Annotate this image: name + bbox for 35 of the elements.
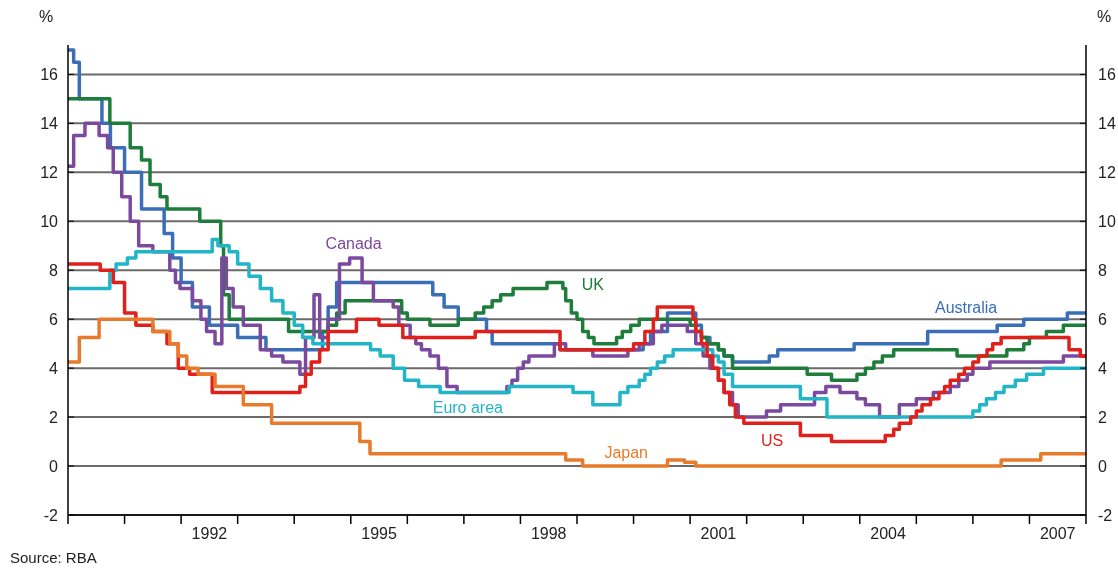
y2-tick-label: 12 bbox=[1098, 163, 1116, 181]
series-label: Japan bbox=[604, 443, 648, 461]
y2-tick-label: 2 bbox=[1098, 408, 1107, 426]
y2-tick-label: 6 bbox=[1098, 310, 1107, 328]
y2-tick-label: 14 bbox=[1098, 114, 1116, 132]
y2-tick-label: 16 bbox=[1098, 65, 1116, 83]
y-tick-label: 10 bbox=[40, 212, 59, 230]
series-label: Australia bbox=[934, 298, 998, 316]
series-label: Euro area bbox=[432, 398, 504, 416]
x-tick-label: 2001 bbox=[700, 525, 737, 542]
x-tick-label: 1992 bbox=[191, 525, 228, 542]
x-tick-label: 2007 bbox=[1039, 525, 1076, 542]
y-tick-label: 0 bbox=[49, 457, 59, 475]
y-axis-title: % bbox=[38, 8, 54, 25]
series-label: Canada bbox=[325, 234, 382, 252]
y-tick-label: 4 bbox=[49, 359, 59, 377]
y-tick-label: -2 bbox=[43, 506, 59, 524]
source-note: Source: RBA bbox=[10, 549, 97, 566]
y-tick-label: 6 bbox=[49, 310, 59, 328]
y-tick-label: 14 bbox=[40, 114, 59, 132]
x-tick-label: 2004 bbox=[870, 525, 906, 542]
x-tick-label: 1995 bbox=[361, 525, 397, 542]
y-tick-label: 16 bbox=[40, 65, 59, 83]
y2-tick-label: 8 bbox=[1098, 261, 1107, 279]
y2-tick-label: 0 bbox=[1098, 457, 1107, 475]
y2-tick-label: -2 bbox=[1098, 506, 1113, 524]
y2-tick-label: 10 bbox=[1098, 212, 1116, 230]
y-tick-label: 2 bbox=[49, 408, 59, 426]
series-label: UK bbox=[581, 276, 605, 294]
y2-tick-label: 4 bbox=[1098, 359, 1107, 377]
y-tick-label: 8 bbox=[49, 261, 59, 279]
y-tick-label: 12 bbox=[40, 163, 59, 181]
series-label: US bbox=[761, 431, 784, 449]
x-tick-label: 1998 bbox=[530, 525, 567, 542]
y2-axis-title: % bbox=[1096, 8, 1112, 25]
